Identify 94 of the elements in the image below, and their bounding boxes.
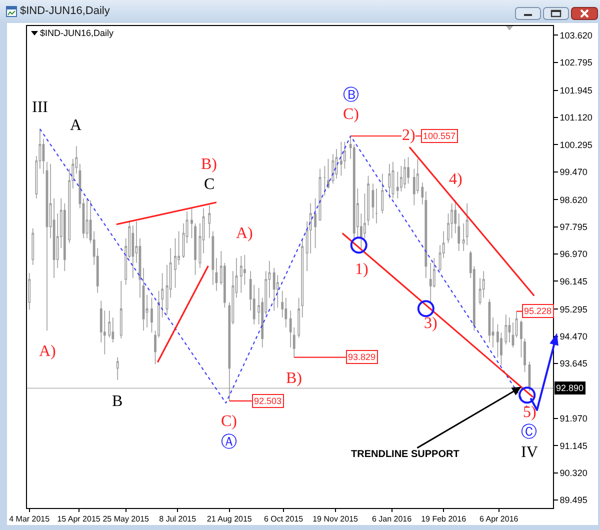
annotation: III: [32, 99, 48, 116]
candlestick: [161, 272, 164, 318]
chart-title: $IND-JUN16,Daily: [20, 5, 110, 17]
annotation: 4): [449, 171, 462, 188]
y-tick-label: 91.145: [560, 440, 588, 451]
candlestick: [116, 356, 119, 380]
x-tick-label: 8 Jul 2015: [159, 514, 197, 524]
x-tick-label: 6 Oct 2015: [264, 514, 304, 524]
y-tick-label: 95.295: [560, 304, 588, 314]
candlestick: [28, 272, 31, 310]
x-tick-label: 19 Feb 2016: [421, 514, 467, 524]
annotation: 2): [402, 127, 416, 144]
y-tick-label: 101.945: [560, 85, 592, 96]
point: [350, 236, 368, 254]
x-tick-label: 25 May 2015: [102, 514, 150, 524]
y-tick-label: 96.145: [560, 276, 588, 286]
point: [417, 300, 434, 318]
y-tick-label: 103.620: [560, 30, 592, 40]
ref-line-label: 92.890: [556, 383, 584, 393]
annotation: 3): [424, 315, 438, 332]
candlestick: [150, 297, 153, 334]
annotation: IV: [521, 444, 538, 461]
annotation: B: [112, 393, 123, 410]
y-tick-label: 91.970: [560, 414, 588, 424]
candlestick: [367, 175, 370, 226]
candlestick: [520, 320, 522, 358]
candlestick: [314, 198, 316, 248]
y-tick-label: 99.470: [560, 166, 588, 177]
candlestick: [388, 163, 391, 199]
annotation: B): [201, 156, 217, 173]
annotation: TRENDLINE SUPPORT: [351, 449, 460, 460]
candlestick: [46, 161, 48, 332]
candlestick: [327, 158, 330, 189]
candlestick: [381, 173, 384, 214]
candlestick: [335, 148, 338, 180]
annotation: 1): [355, 261, 368, 278]
candlestick: [324, 165, 326, 196]
annotation: 93.829: [348, 352, 376, 362]
y-tick-label: 98.620: [560, 194, 588, 205]
y-tick-label: 100.295: [560, 140, 592, 150]
candlestick: [429, 262, 432, 304]
y-tick-label: 89.495: [560, 495, 588, 506]
candlestick: [132, 224, 134, 278]
candlestick: [272, 267, 276, 311]
x-tick-label: 6 Apr 2016: [480, 514, 519, 524]
candlestick: [508, 317, 511, 343]
candlestick: [194, 223, 196, 276]
candlestick: [340, 141, 342, 176]
candlestick: [142, 267, 145, 332]
annotation: Ⓐ: [221, 433, 237, 451]
x-tick-label: 15 Apr 2015: [57, 514, 101, 524]
annotation: B): [286, 370, 302, 387]
candlestick: [301, 238, 304, 318]
candlestick: [32, 228, 34, 266]
candlestick: [458, 213, 460, 252]
y-tick-label: 94.470: [560, 331, 588, 342]
annotation: A): [236, 225, 253, 242]
y-tick-label: 90.320: [560, 468, 588, 478]
candlestick: [215, 258, 218, 292]
x-tick-label: 19 Nov 2015: [312, 514, 359, 524]
candlestick: [63, 202, 66, 272]
candlestick: [504, 314, 508, 345]
y-tick-label: 101.120: [560, 112, 592, 123]
annotation: Ⓒ: [521, 423, 537, 441]
candlestick: [450, 202, 453, 239]
candlestick: [375, 188, 378, 224]
annotation: 5): [523, 404, 536, 421]
x-tick-label: 4 Mar 2015: [9, 514, 50, 524]
y-tick-label: 102.795: [560, 58, 592, 68]
candlestick: [86, 198, 88, 239]
annotation: C: [204, 176, 215, 193]
annotation: A): [39, 343, 56, 360]
candlestick: [372, 183, 374, 219]
annotation: C): [221, 413, 237, 430]
point: [518, 386, 536, 404]
candlestick: [524, 338, 526, 373]
annotation: A: [70, 117, 82, 134]
candlestick: [392, 161, 394, 199]
chart-title: $IND-JUN16,Daily: [40, 28, 114, 38]
y-tick-label: 97.795: [560, 222, 588, 232]
y-tick-label: 93.645: [560, 358, 588, 369]
annotation: C): [343, 106, 359, 123]
candlestick: [404, 158, 406, 189]
x-tick-label: 6 Jan 2016: [372, 514, 412, 524]
annotation: 100.557: [423, 131, 456, 141]
candlestick: [240, 256, 242, 294]
annotation: Ⓑ: [343, 86, 359, 104]
x-tick-label: 21 Aug 2015: [206, 514, 252, 524]
y-tick-label: 96.970: [560, 249, 588, 260]
annotation: 95.228: [524, 306, 552, 316]
candlestick: [298, 297, 300, 338]
candlestick: [120, 280, 122, 339]
candlestick: [190, 208, 193, 239]
annotation: 92.503: [254, 396, 282, 406]
